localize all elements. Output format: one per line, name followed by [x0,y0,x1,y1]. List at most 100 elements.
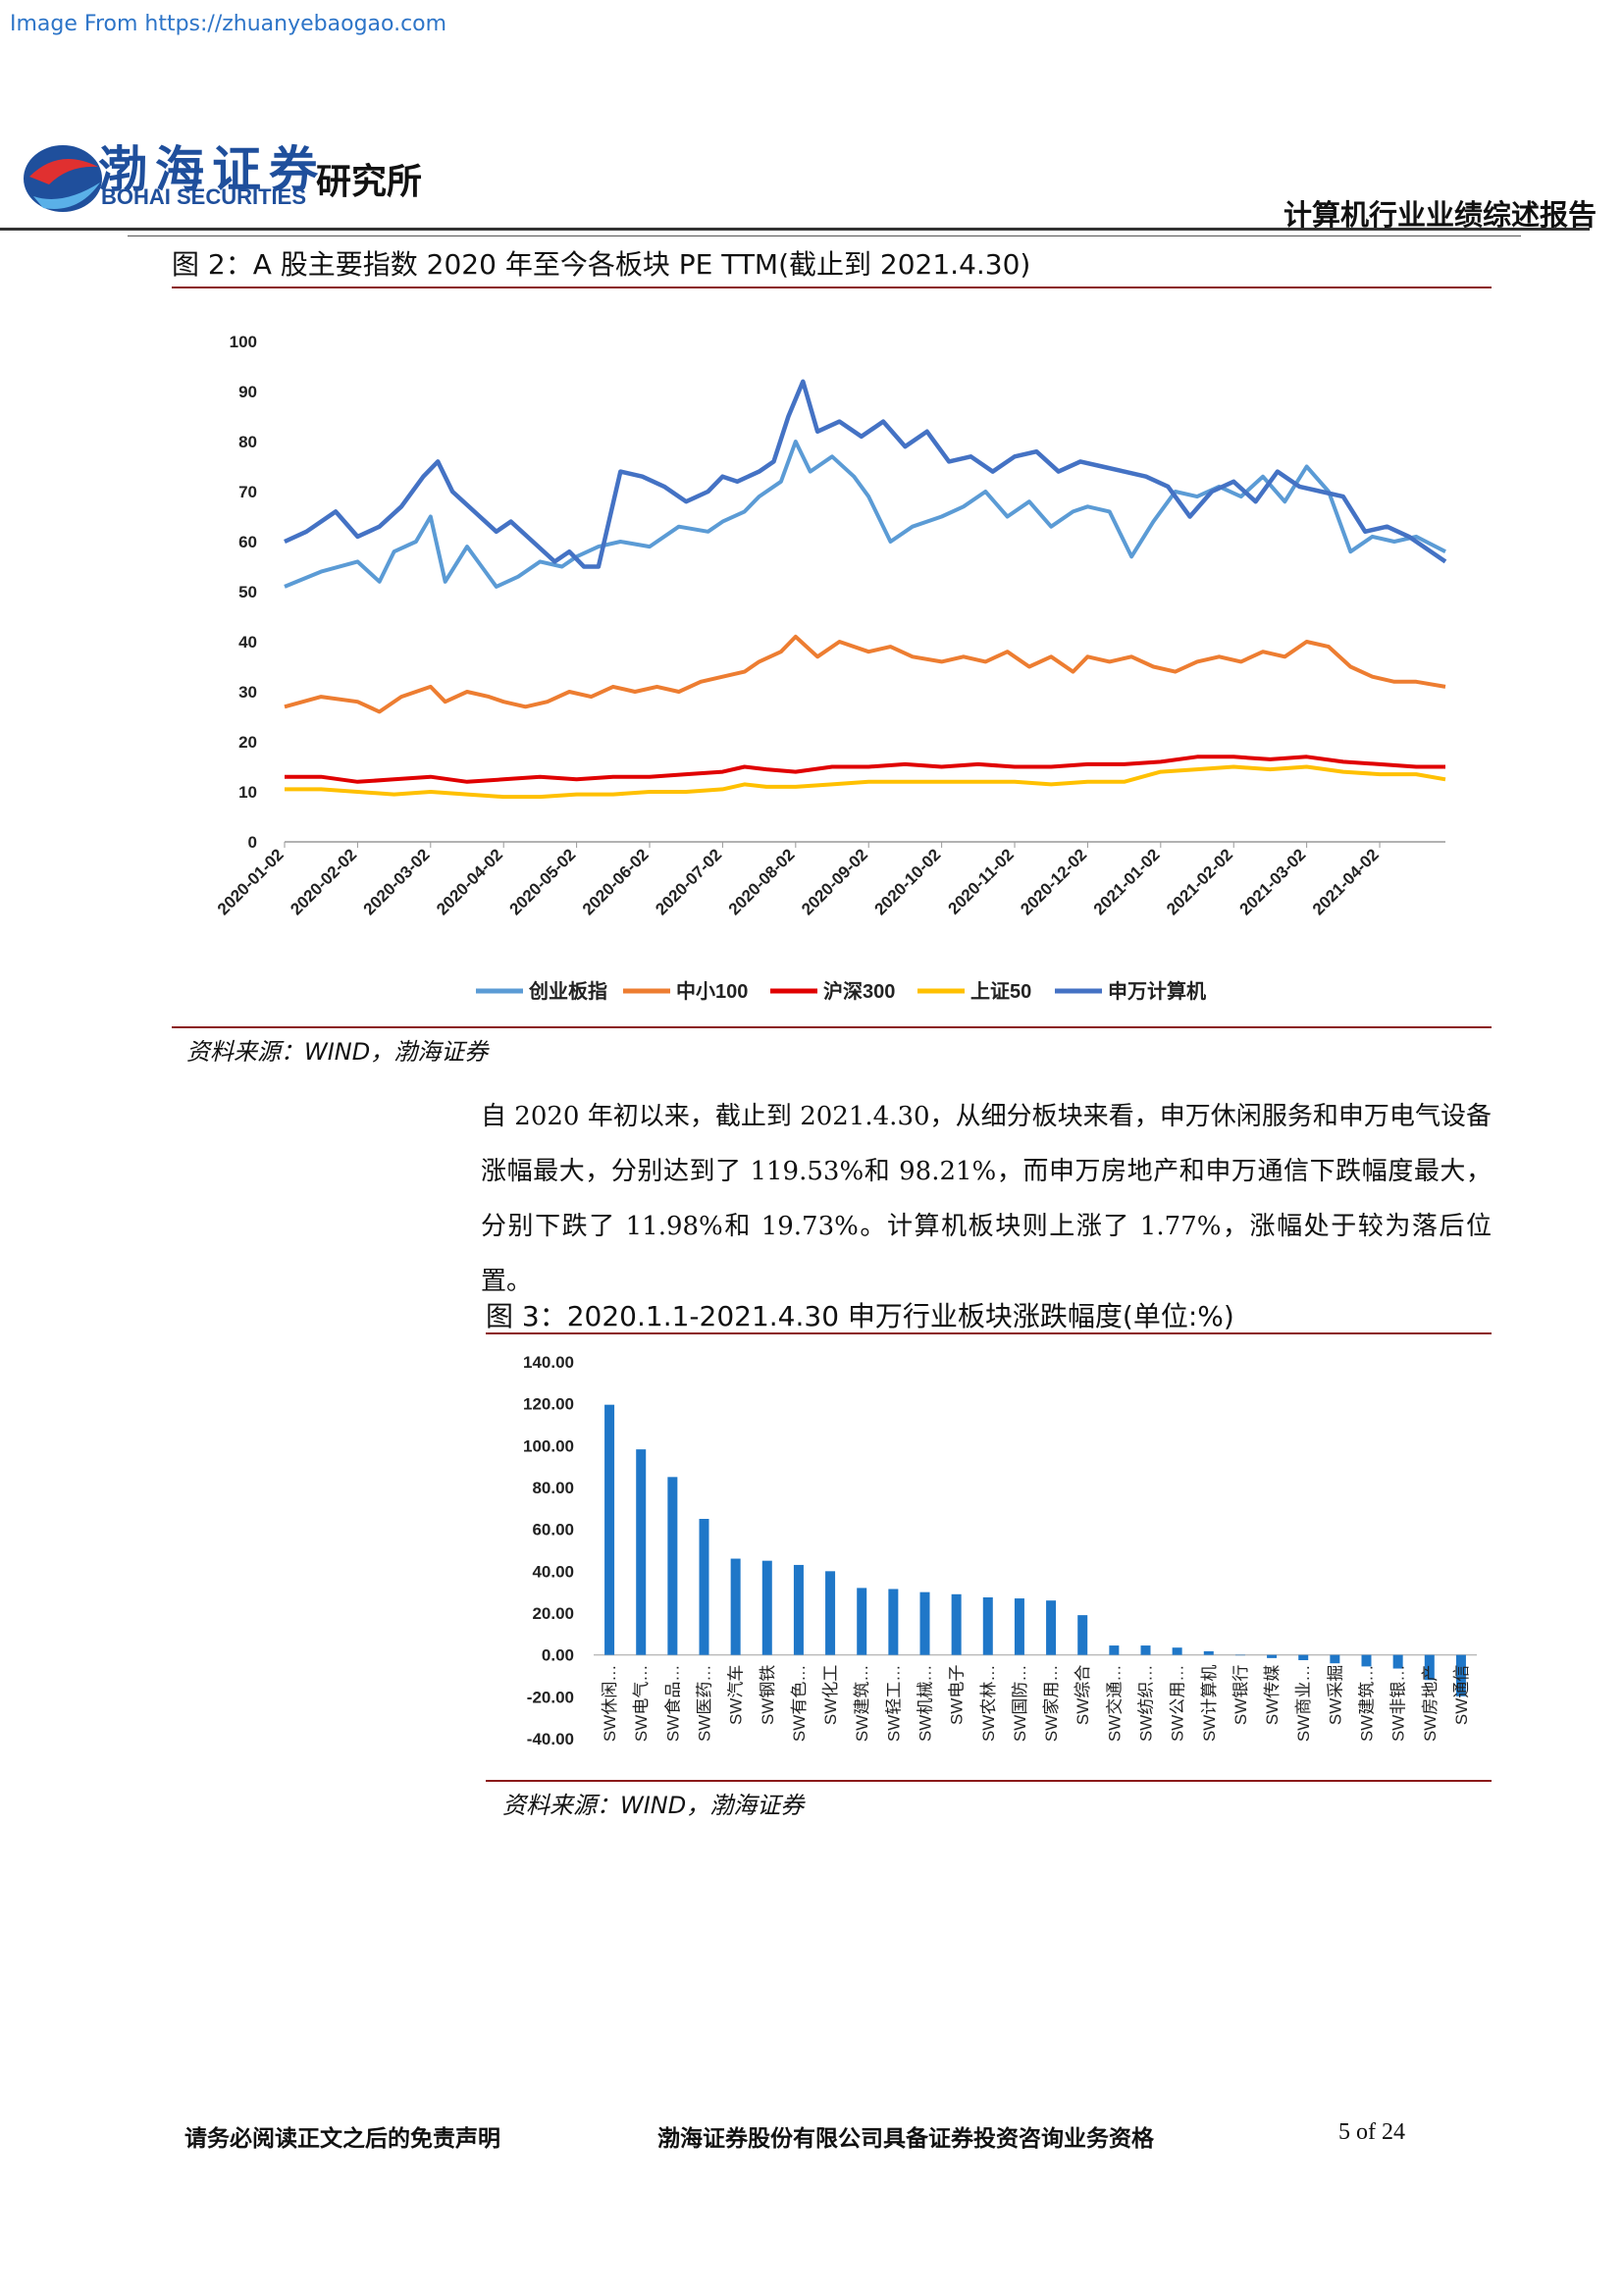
bar [1455,1654,1466,1696]
figure3-bar-chart: 140.00 120.00 100.00 80.00 60.00 40.00 20.00 0.… [523,1353,1477,1748]
y-tick-label: 140.00 [523,1353,574,1372]
x-tick-label: 2020-03-02 [360,845,434,918]
y-tick-label: -20.00 [527,1688,574,1706]
y-tick-label: 40 [238,633,257,652]
x-category-label: SW计算机 [1200,1665,1219,1742]
report-title: 计算机行业业绩综述报告 [1283,198,1597,232]
x-category-label: SW商业… [1294,1665,1313,1742]
x-category-label: SW房地产 [1421,1665,1440,1742]
bar [1203,1650,1214,1655]
bar [919,1591,930,1655]
y-tick-label: 80.00 [532,1479,574,1497]
watermark-link[interactable]: Image From https://zhuanyebaogao.com [10,12,447,36]
series-line-0 [284,440,1446,589]
bar [1330,1654,1340,1664]
logo-english-name: BOHAI SECURITIES [101,184,307,209]
x-tick-label: 2020-08-02 [725,845,799,918]
bar [761,1560,772,1655]
bar [1234,1654,1245,1656]
x-tick-label: 2020-01-02 [214,845,288,918]
x-category-label: SW轻工… [884,1665,903,1742]
bar [888,1589,899,1655]
figure2-title-rule [172,287,1492,288]
y-tick-label: 30 [238,683,257,702]
bar [982,1597,993,1655]
bohai-logo-icon [24,145,102,212]
x-tick-label: 2020-06-02 [579,845,653,918]
y-tick-label: 100.00 [523,1436,574,1455]
x-tick-label: 2021-03-02 [1236,845,1310,918]
series-line-4 [284,379,1447,569]
bar [1392,1654,1403,1669]
y-tick-label: 50 [238,583,257,601]
legend-label: 上证50 [970,980,1031,1003]
bar [1014,1598,1024,1655]
bar [857,1588,867,1655]
x-tick-label: 2020-07-02 [652,845,725,918]
header-rule-thin [128,235,1521,236]
bar [1109,1645,1120,1655]
bar [636,1449,647,1655]
x-category-label: SW采掘 [1326,1665,1344,1725]
x-category-label: SW钢铁 [759,1665,777,1725]
x-category-label: SW交通… [1105,1665,1124,1742]
x-category-label: SW家用… [1042,1665,1061,1742]
x-category-label: SW农林… [979,1665,998,1742]
x-category-label: SW医药… [696,1665,714,1742]
y-tick-label: 40.00 [532,1562,574,1581]
x-category-label: SW通信 [1452,1665,1471,1725]
body-paragraph-text: 自 2020 年初以来，截止到 2021.4.30，从细分板块来看，申万休闲服务… [481,1102,1492,1296]
bar [1172,1647,1182,1655]
x-category-label: SW综合 [1074,1665,1092,1725]
x-tick-label: 2020-05-02 [506,845,580,918]
bar [1267,1654,1278,1658]
logo-chinese-name: 渤海证券 [98,140,326,198]
x-category-label: SW电气… [632,1665,651,1742]
legend-label: 沪深300 [823,979,895,1003]
y-tick-label: 90 [238,383,257,401]
y-tick-label: 70 [238,483,257,501]
series-line-3 [285,764,1446,800]
x-tick-label: 2020-11-02 [945,845,1018,917]
y-tick-label: 20.00 [532,1604,574,1623]
y-tick-label: -40.00 [527,1730,574,1748]
y-tick-label: 10 [238,783,257,802]
x-category-label: SW银行 [1231,1665,1250,1725]
bar [730,1558,741,1655]
x-category-label: SW电子 [948,1665,967,1725]
x-tick-label: 2020-09-02 [798,845,871,918]
bar [1298,1654,1309,1660]
legend-label: 申万计算机 [1108,979,1206,1003]
figure3-title: 图 3：2020.1.1-2021.4.30 申万行业板块涨跌幅度(单位:%) [486,1300,1234,1332]
x-tick-label: 2021-04-02 [1309,845,1383,918]
figure2-bottom-rule [172,1026,1492,1028]
y-tick-label: 20 [238,733,257,752]
footer-qualification: 渤海证券股份有限公司具备证券投资咨询业务资格 [657,2125,1154,2152]
y-tick-label: 60.00 [532,1521,574,1539]
x-category-label: SW国防… [1011,1665,1029,1742]
figure3-title-rule [486,1332,1492,1334]
page-number: 5 of 24 [1338,2119,1405,2145]
bar [825,1571,836,1655]
figure2-title: 图 2：A 股主要指数 2020 年至今各板块 PE TTM(截止到 2021.… [172,248,1031,281]
x-category-label: SW建筑… [853,1665,871,1742]
x-tick-label: 2020-12-02 [1017,845,1090,918]
x-category-label: SW食品… [663,1665,682,1742]
y-tick-label: 80 [238,433,257,451]
y-tick-label: 0 [248,833,257,852]
x-category-label: SW化工 [821,1665,840,1725]
series-line-1 [284,634,1446,714]
x-tick-label: 2020-10-02 [871,845,945,918]
x-tick-label: 2020-04-02 [433,845,506,918]
bar [951,1593,962,1655]
footer-disclaimer: 请务必阅读正文之后的免责声明 [184,2125,500,2152]
y-tick-label: 100 [230,333,257,351]
x-category-label: SW有色… [790,1665,809,1742]
series-line-2 [285,755,1445,784]
x-category-label: SW机械… [917,1665,935,1742]
x-tick-label: 2020-02-02 [287,845,360,918]
x-category-label: SW纺织… [1137,1665,1156,1742]
x-tick-label: 2021-01-02 [1090,845,1164,918]
x-category-label: SW建筑… [1358,1665,1377,1742]
x-category-label: SW休闲… [601,1665,619,1742]
